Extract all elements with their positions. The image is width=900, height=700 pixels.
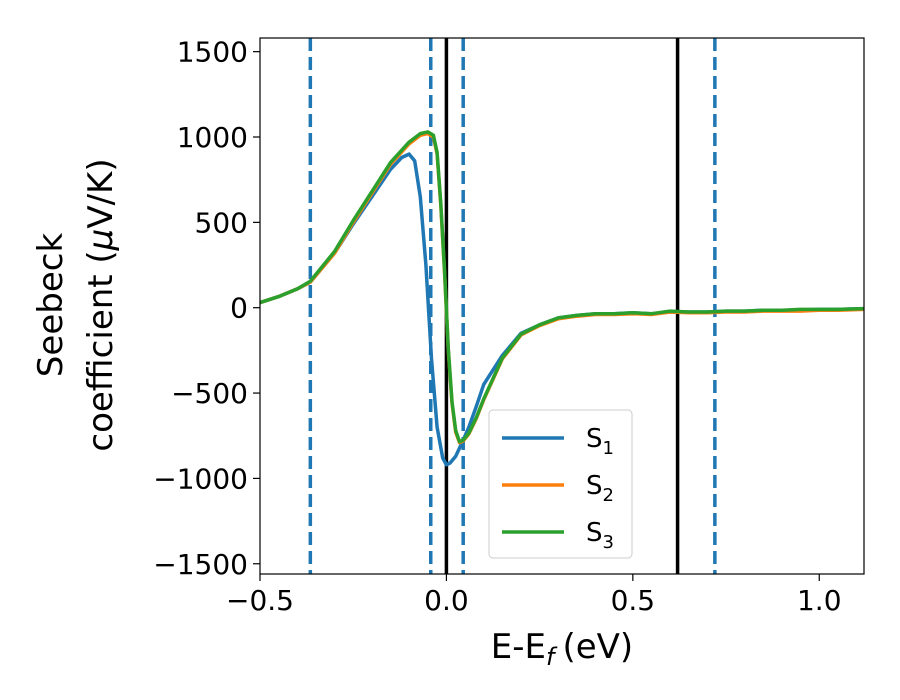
- x-axis-title-unit: (eV): [562, 627, 633, 667]
- y-tick-label-1: −1000: [153, 462, 248, 495]
- y-axis-ticks: −1500 −1000 −500 0 500 1000 1500: [153, 36, 260, 581]
- y-tick-label-0: −1500: [153, 548, 248, 581]
- legend-label-2: S2: [586, 471, 614, 506]
- x-axis-title-main: E-E: [491, 627, 546, 667]
- y-axis-title-line2-end: V/K): [81, 158, 121, 228]
- y-tick-label-5: 1000: [177, 121, 248, 154]
- legend: S1 S2 S3: [488, 409, 633, 559]
- x-tick-label-0: −0.5: [226, 584, 294, 617]
- plot-frame: [259, 37, 865, 575]
- legend-label-1: S1: [586, 424, 614, 459]
- y-tick-label-2: −500: [171, 377, 248, 410]
- y-axis-title: Seebeck coefficient (μV/K): [31, 158, 121, 451]
- x-tick-label-3: 1.0: [797, 584, 842, 617]
- series-line-3: [260, 130, 864, 444]
- x-tick-label-2: 0.5: [611, 584, 656, 617]
- legend-label-3: S3: [586, 518, 614, 553]
- series-lines: [260, 130, 864, 467]
- y-tick-label-6: 1500: [177, 36, 248, 69]
- x-axis-title: E-Ef (eV): [491, 627, 633, 671]
- x-axis-title-sub: f: [546, 643, 558, 671]
- y-tick-label-4: 500: [195, 206, 248, 239]
- y-tick-label-3: 0: [230, 292, 248, 325]
- y-axis-title-line2-main: coefficient (: [81, 250, 121, 451]
- x-tick-label-1: 0.0: [424, 584, 469, 617]
- series-line-2: [260, 131, 864, 445]
- x-axis-ticks: −0.5 0.0 0.5 1.0: [226, 574, 842, 617]
- y-axis-title-line2: coefficient (μV/K): [81, 158, 121, 451]
- y-axis-title-line1: Seebeck: [31, 233, 71, 378]
- y-axis-title-mu: μ: [81, 229, 121, 252]
